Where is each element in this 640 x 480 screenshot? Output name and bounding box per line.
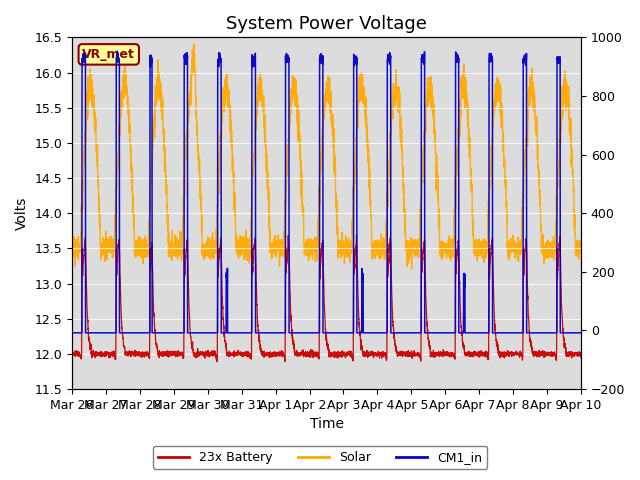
Title: System Power Voltage: System Power Voltage [226, 15, 427, 33]
X-axis label: Time: Time [310, 418, 344, 432]
Y-axis label: Volts: Volts [15, 196, 29, 230]
Legend: 23x Battery, Solar, CM1_in: 23x Battery, Solar, CM1_in [153, 446, 487, 469]
Text: VR_met: VR_met [83, 48, 135, 61]
